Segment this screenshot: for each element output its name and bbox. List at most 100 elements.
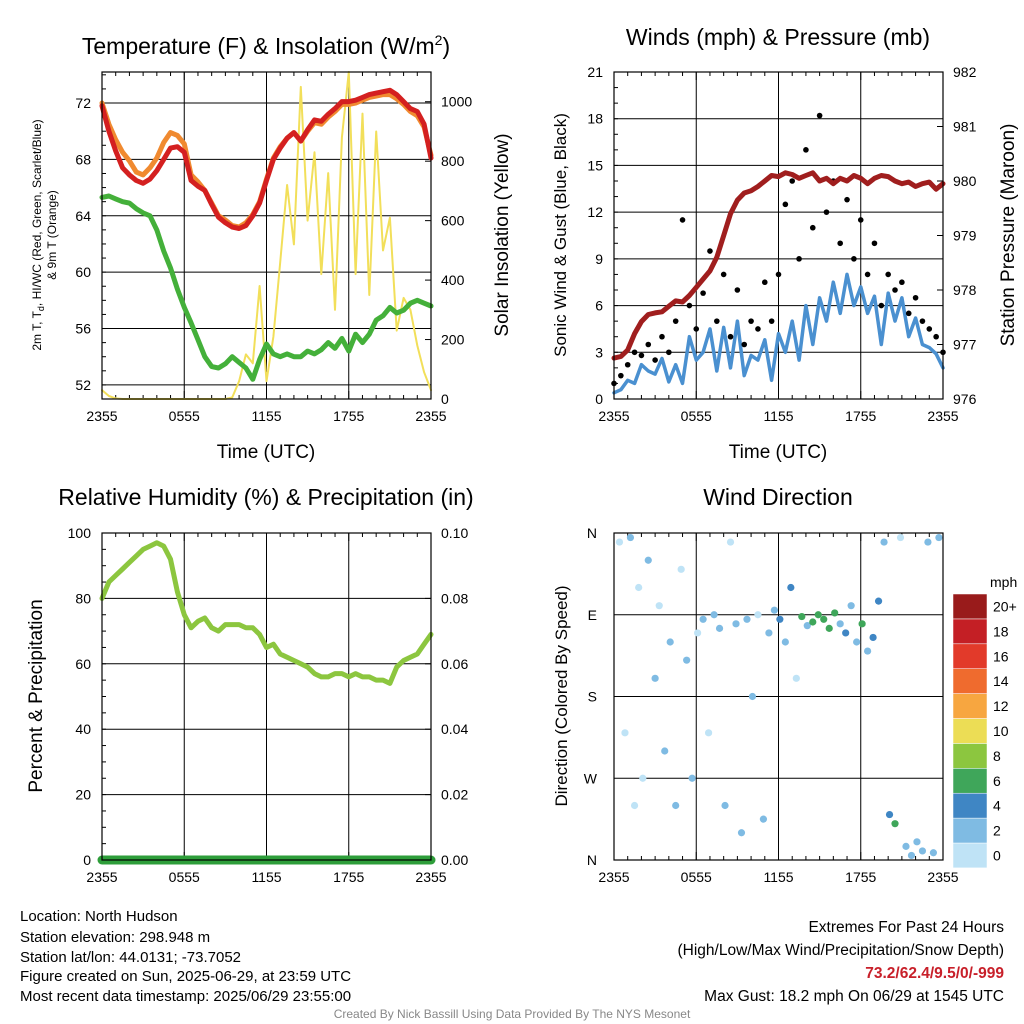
x-tick-label: 0555 [169,869,200,885]
direction-point [907,851,916,860]
recent-data-text: Most recent data timestamp: 2025/06/29 2… [20,988,352,1005]
direction-point [688,774,696,782]
y-tick-label: N [587,525,597,541]
direction-point [699,615,707,623]
colorbar-swatch [952,792,988,819]
direction-point [644,556,652,564]
gust-point [618,372,624,379]
x-tick-label: 0555 [681,408,712,424]
direction-point [770,606,778,614]
y-tick-label: 60 [75,264,91,280]
location-text: Location: North Hudson [20,908,178,925]
rh-ylabel-left: Percent & Precipitation [26,599,47,792]
series-line-station-pressure [611,170,946,361]
colorbar-swatch [952,718,988,744]
colorbar-label: 12 [993,698,1009,714]
y-tick-label: 64 [75,208,91,224]
x-tick-label: 1755 [845,869,876,885]
wind-panel-title: Winds (mph) & Pressure (mb) [626,24,930,50]
y-tick-label: 6 [595,298,603,314]
x-tick-label: 1755 [845,408,876,424]
y2-tick-label: 981 [953,119,977,135]
plot-frame [101,532,432,861]
extremes-title: Extremes For Past 24 Hours [808,919,1004,936]
colorbar-swatch [952,693,988,719]
y2-tick-label: 979 [953,228,977,244]
gust-point [864,271,871,278]
direction-point [732,620,740,628]
extremes-values: 73.2/62.4/9.5/0/-999 [865,965,1004,982]
direction-point [639,774,647,782]
direction-point [710,611,718,619]
direction-point [672,801,680,810]
gust-point [789,178,796,184]
colorbar-title: mph [990,574,1017,590]
direction-point [924,538,932,546]
y2-tick-label: 0.04 [441,721,468,737]
direction-point [715,624,724,632]
y-tick-label: 3 [595,344,603,360]
colorbar-label: 2 [993,823,1001,839]
x-tick-label: 1155 [763,869,793,885]
colorbar-label: 6 [993,773,1001,789]
direction-point [798,612,806,621]
direction-point [864,647,872,655]
colorbar-swatch [952,842,988,869]
gust-point [768,318,775,324]
direction-point [683,656,691,664]
direction-point [847,602,855,610]
gust-point [659,333,665,340]
x-tick-label: 1755 [333,869,364,885]
gust-point [809,224,816,231]
y2-tick-label: 0.00 [441,852,468,868]
direction-point [666,638,674,646]
gust-point [686,302,693,309]
x-tick-label: 2355 [415,408,446,424]
x-tick-label: 1755 [333,408,364,424]
direction-point [781,638,789,646]
x-tick-label: 1155 [251,408,281,424]
direction-point [748,692,757,701]
colorbar-swatch [952,817,988,844]
wind-ylabel-right: Station Pressure (Maroon) [998,124,1019,347]
y2-tick-label: 978 [953,282,977,298]
direction-point [661,747,669,755]
y-tick-label: 21 [587,64,603,80]
gust-point [755,326,761,332]
y2-tick-label: 980 [953,173,977,189]
temp-ylabel-left-line2: & 9m T (Orange) [45,190,59,280]
gust-point [666,349,672,356]
gust-point [857,217,864,223]
gust-point [878,302,885,309]
gust-point [796,256,802,262]
direction-point [776,615,784,623]
rh-panel-title: Relative Humidity (%) & Precipitation (i… [58,484,473,510]
gust-point [727,333,734,340]
series-line-2m-t [99,87,434,231]
y2-tick-label: 982 [953,64,977,80]
gust-point [816,112,823,119]
y2-tick-label: 200 [441,332,465,348]
direction-point [721,801,729,810]
wind-plot: 2355 0555 1155 1755 235503691215182197697797… [587,64,976,424]
colorbar-label: 16 [993,648,1009,664]
temp-ylabel-left: 2m T, Td, HI/WC (Red, Green, Scarlet/Blu… [30,119,46,350]
y-tick-label: 60 [75,656,91,672]
elevation-text: Station elevation: 298.948 m [20,929,211,946]
gust-point [803,147,809,153]
x-tick-label: 2355 [927,869,958,885]
temperature-plot: 2355 0555 1155 1755 2355 52 56 60 64 68 72 0 200 400 6… [75,71,472,424]
gust-point [720,271,727,278]
x-tick-label: 1155 [251,869,281,885]
direction-point [913,838,921,846]
dir-panel-title: Wind Direction [703,484,853,510]
direction-point [935,533,943,542]
x-tick-label: 2355 [598,869,629,885]
x-tick-label: 1155 [763,408,793,424]
colorbar-swatch [952,668,988,694]
y2-tick-label: 400 [441,272,465,288]
plot-frame [613,71,944,400]
colorbar-swatch [952,618,988,645]
